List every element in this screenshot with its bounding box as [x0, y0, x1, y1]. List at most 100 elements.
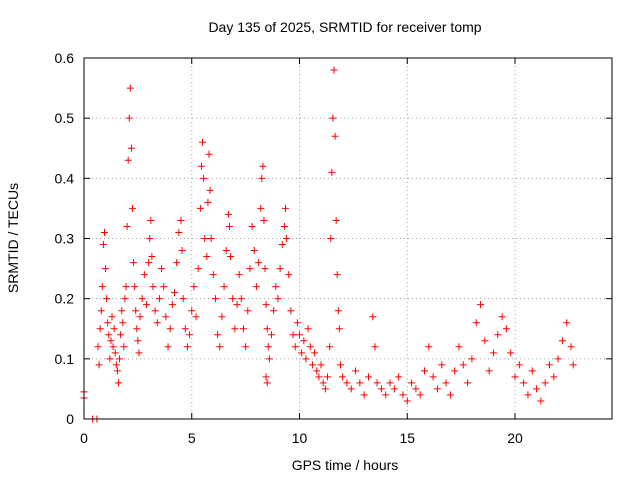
data-point: [108, 313, 116, 321]
data-point: [142, 301, 150, 309]
data-point: [252, 283, 260, 291]
data-point: [464, 379, 472, 387]
data-point: [200, 174, 208, 182]
data-point: [134, 337, 142, 345]
data-point: [135, 349, 143, 357]
data-point: [121, 295, 129, 303]
data-point: [477, 301, 485, 309]
data-point: [192, 313, 200, 321]
data-point: [177, 216, 185, 224]
data-point: [386, 379, 394, 387]
data-point: [282, 204, 290, 212]
data-point: [339, 373, 347, 381]
data-point: [162, 313, 170, 321]
data-point: [319, 379, 327, 387]
data-point: [285, 271, 293, 279]
x-tick-label: 0: [80, 430, 88, 446]
data-point: [326, 343, 334, 351]
data-point: [408, 379, 416, 387]
data-point: [140, 271, 148, 279]
data-point: [233, 301, 241, 309]
data-point: [248, 222, 256, 230]
data-point: [151, 307, 159, 315]
data-point: [302, 355, 310, 363]
data-point: [178, 247, 186, 255]
data-point: [199, 138, 207, 146]
data-point: [242, 343, 250, 351]
data-point: [104, 319, 112, 327]
data-point: [116, 355, 124, 363]
data-point: [97, 307, 105, 315]
data-point: [263, 325, 271, 333]
data-point: [255, 259, 263, 267]
data-point: [333, 271, 341, 279]
data-point: [481, 337, 489, 345]
data-point: [515, 361, 523, 369]
data-point: [520, 379, 528, 387]
data-point: [204, 198, 212, 206]
data-point: [102, 265, 110, 273]
data-point: [118, 307, 126, 315]
data-point: [558, 337, 566, 345]
data-point: [421, 367, 429, 375]
data-point: [171, 289, 179, 297]
data-point: [100, 228, 108, 236]
data-point: [194, 265, 202, 273]
data-point: [438, 361, 446, 369]
data-point: [99, 241, 107, 249]
data-point: [311, 349, 319, 357]
data-point: [149, 283, 157, 291]
data-point: [382, 391, 390, 399]
data-point: [507, 349, 515, 357]
data-point: [146, 235, 154, 242]
data-point: [451, 367, 459, 375]
data-point: [196, 204, 204, 212]
y-tick-label: 0.1: [55, 351, 75, 367]
data-point: [113, 367, 121, 375]
x-tick-label: 15: [399, 430, 415, 446]
data-point: [308, 361, 316, 369]
data-point: [459, 361, 467, 369]
data-point: [298, 349, 306, 357]
y-tick-label: 0.4: [55, 170, 75, 186]
data-point: [270, 307, 278, 315]
data-point: [203, 253, 211, 261]
data-point: [537, 397, 545, 405]
y-tick-labels: 0 0.1 0.2 0.3 0.4 0.5 0.6: [55, 50, 75, 427]
data-point: [336, 361, 344, 369]
data-point: [412, 385, 420, 393]
data-point: [433, 385, 441, 393]
data-point: [175, 228, 183, 236]
data-point: [125, 114, 133, 122]
data-point: [160, 283, 168, 291]
data-point: [133, 325, 141, 333]
data-point: [494, 331, 502, 339]
data-point: [328, 168, 336, 176]
data-point: [347, 385, 355, 393]
data-point: [296, 331, 304, 339]
data-point: [105, 331, 113, 339]
data-point: [109, 343, 117, 351]
data-point: [250, 247, 258, 255]
data-point: [313, 367, 321, 375]
data-point: [237, 295, 245, 303]
data-point: [158, 265, 166, 273]
data-point: [369, 313, 377, 321]
data-point: [188, 307, 196, 315]
data-point: [315, 373, 323, 381]
data-point: [120, 343, 128, 351]
y-tick-label: 0.6: [55, 50, 75, 66]
data-point: [186, 331, 194, 339]
data-point: [126, 84, 134, 92]
data-point: [214, 331, 222, 339]
data-point: [416, 391, 424, 399]
data-point: [179, 295, 187, 303]
data-point: [533, 385, 541, 393]
data-point: [331, 132, 339, 140]
data-point: [168, 301, 176, 309]
data-point: [263, 379, 271, 387]
data-point: [335, 325, 343, 333]
data-point: [306, 343, 314, 351]
x-tick-labels: 0 5 10 15 20: [80, 430, 523, 446]
data-point: [395, 373, 403, 381]
